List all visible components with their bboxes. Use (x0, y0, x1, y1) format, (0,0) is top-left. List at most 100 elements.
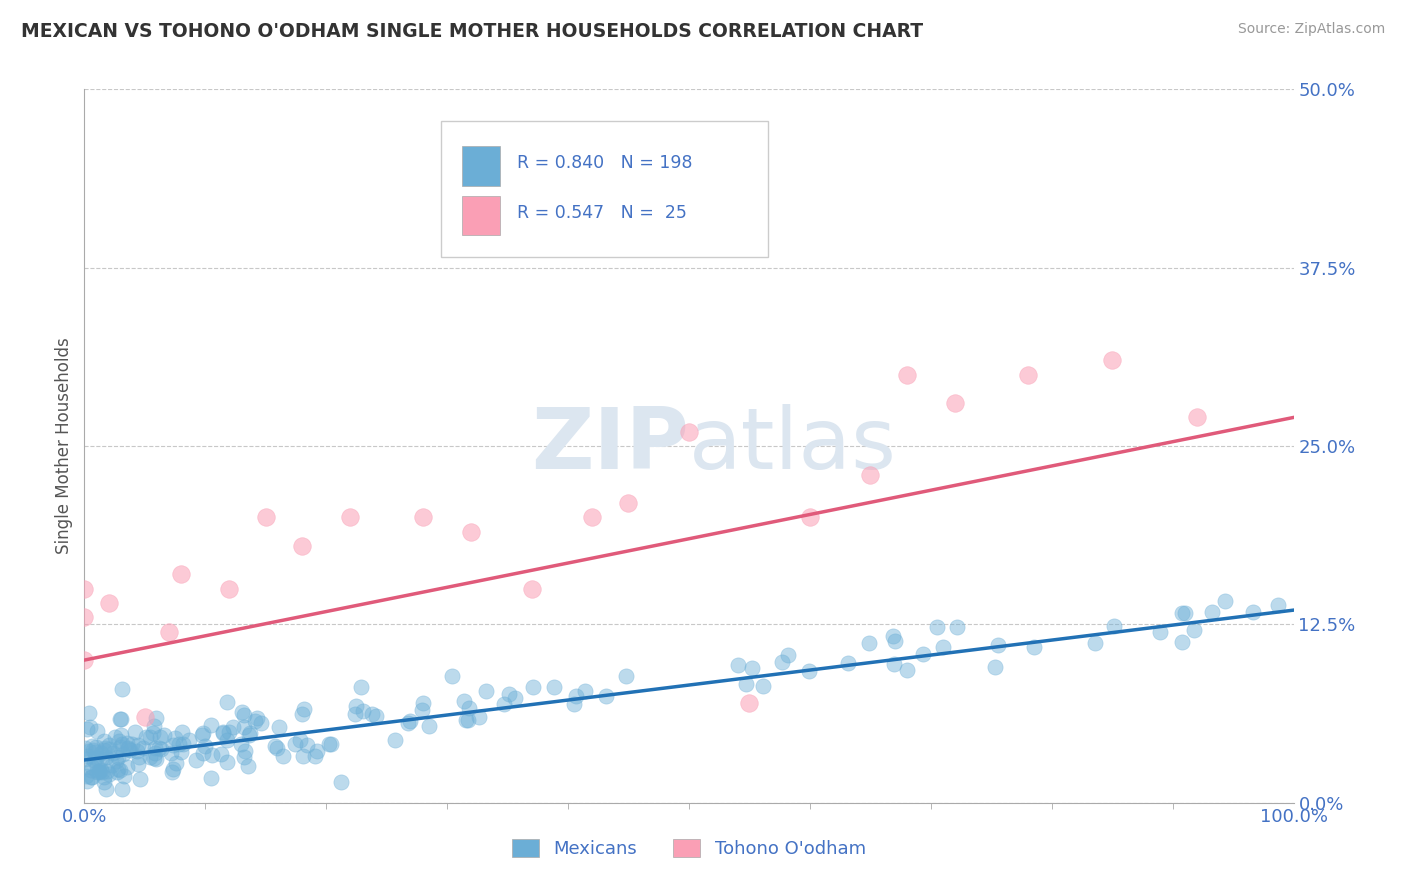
Point (330, 775, 353, 789)
Point (859, 467, 882, 482)
Point (595, 689, 617, 703)
FancyBboxPatch shape (441, 121, 768, 257)
Point (80, 764, 103, 778)
Point (912, 647, 935, 661)
Point (165, 756, 187, 771)
Point (617, 496, 640, 510)
Point (239, 726, 262, 740)
Point (565, 690, 588, 704)
Point (799, 510, 821, 524)
Point (76, 748, 98, 763)
Point (236, 759, 259, 773)
Point (770, 656, 793, 670)
Point (222, 719, 245, 733)
Point (104, 730, 127, 744)
Point (94, 741, 117, 756)
Point (339, 510, 361, 524)
Point (179, 732, 201, 747)
Point (110, 728, 132, 742)
Point (1022, 640, 1045, 654)
Point (231, 705, 253, 719)
Point (411, 703, 433, 717)
Point (117, 759, 139, 773)
Point (163, 731, 186, 745)
Point (132, 740, 155, 755)
Point (267, 720, 290, 734)
Point (149, 742, 172, 756)
Point (96, 764, 118, 778)
Point (108, 734, 131, 748)
Point (115, 736, 138, 750)
Point (75, 769, 97, 783)
Point (125, 744, 148, 758)
Point (82, 743, 104, 757)
Point (87, 765, 110, 780)
Point (292, 749, 315, 764)
Point (91, 765, 114, 780)
Point (82, 739, 104, 753)
Point (1182, 623, 1205, 637)
Point (86, 724, 108, 739)
Point (86, 764, 108, 779)
Point (117, 741, 139, 756)
Point (142, 726, 165, 740)
Point (291, 539, 314, 553)
Point (987, 638, 1010, 652)
Point (1267, 599, 1289, 613)
Point (344, 699, 367, 714)
Point (162, 765, 184, 780)
Point (93, 775, 115, 789)
Point (1174, 606, 1197, 620)
Point (90, 746, 112, 760)
Point (111, 737, 134, 751)
Point (191, 746, 214, 760)
Point (520, 582, 543, 596)
Point (145, 752, 167, 766)
Point (73, 582, 96, 596)
Point (83, 753, 105, 767)
Point (412, 510, 434, 524)
Point (614, 669, 637, 683)
Point (184, 753, 207, 767)
Point (162, 738, 184, 752)
Point (201, 748, 224, 763)
Point (215, 755, 238, 769)
Text: R = 0.547   N =  25: R = 0.547 N = 25 (517, 203, 688, 221)
Point (475, 684, 498, 698)
Point (882, 629, 904, 643)
Point (1170, 634, 1192, 648)
Point (77, 706, 100, 720)
Point (562, 698, 585, 712)
Point (200, 771, 222, 785)
Point (79, 720, 101, 734)
Point (896, 664, 918, 678)
Point (84, 745, 107, 759)
Point (352, 704, 374, 718)
Point (110, 712, 132, 726)
Point (727, 657, 749, 672)
Point (90, 763, 112, 777)
Point (799, 665, 821, 679)
Point (172, 724, 194, 739)
Point (266, 740, 288, 755)
Point (80, 760, 103, 774)
Point (97, 596, 120, 610)
Point (94, 750, 117, 764)
Point (361, 707, 384, 722)
Point (581, 510, 603, 524)
Point (77, 743, 100, 757)
Point (233, 749, 256, 764)
Point (101, 757, 124, 772)
Point (457, 701, 479, 715)
Point (305, 744, 328, 758)
Point (1170, 607, 1192, 621)
Point (200, 718, 222, 732)
Point (193, 726, 215, 740)
Point (1185, 410, 1208, 425)
Point (145, 741, 167, 756)
Point (134, 710, 156, 724)
Y-axis label: Single Mother Households: Single Mother Households (55, 338, 73, 554)
Point (453, 694, 475, 708)
Point (117, 742, 139, 756)
Point (121, 737, 143, 751)
